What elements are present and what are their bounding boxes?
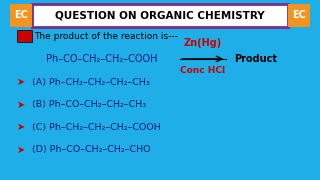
- Text: EC: EC: [14, 10, 28, 20]
- Text: (C) Ph–CH₂–CH₂–CH₂–COOH: (C) Ph–CH₂–CH₂–CH₂–COOH: [32, 123, 161, 132]
- Text: Zn(Hg): Zn(Hg): [184, 38, 222, 48]
- FancyBboxPatch shape: [32, 4, 288, 27]
- Text: ➤: ➤: [17, 100, 25, 110]
- Text: ➤: ➤: [17, 145, 25, 155]
- Text: ➤: ➤: [17, 122, 25, 132]
- Text: (D) Ph–CO–CH₂–CH₂–CHO: (D) Ph–CO–CH₂–CH₂–CHO: [32, 145, 151, 154]
- Text: QUESTION ON ORGANIC CHEMISTRY: QUESTION ON ORGANIC CHEMISTRY: [55, 10, 265, 20]
- Text: Product: Product: [234, 54, 277, 64]
- Text: EC: EC: [292, 10, 306, 20]
- FancyBboxPatch shape: [10, 4, 32, 27]
- Text: (A) Ph–CH₂–CH₂–CH₂–CH₃: (A) Ph–CH₂–CH₂–CH₂–CH₃: [32, 78, 150, 87]
- Text: (B) Ph–CO–CH₂–CH₂–CH₃: (B) Ph–CO–CH₂–CH₂–CH₃: [32, 100, 146, 109]
- Text: Ph–CO–CH₂–CH₂–COOH: Ph–CO–CH₂–CH₂–COOH: [46, 54, 157, 64]
- FancyBboxPatch shape: [288, 4, 310, 27]
- FancyBboxPatch shape: [17, 30, 32, 42]
- Text: ➤: ➤: [17, 77, 25, 87]
- Text: The product of the reaction is---: The product of the reaction is---: [34, 31, 178, 40]
- Text: Conc HCl: Conc HCl: [180, 66, 226, 75]
